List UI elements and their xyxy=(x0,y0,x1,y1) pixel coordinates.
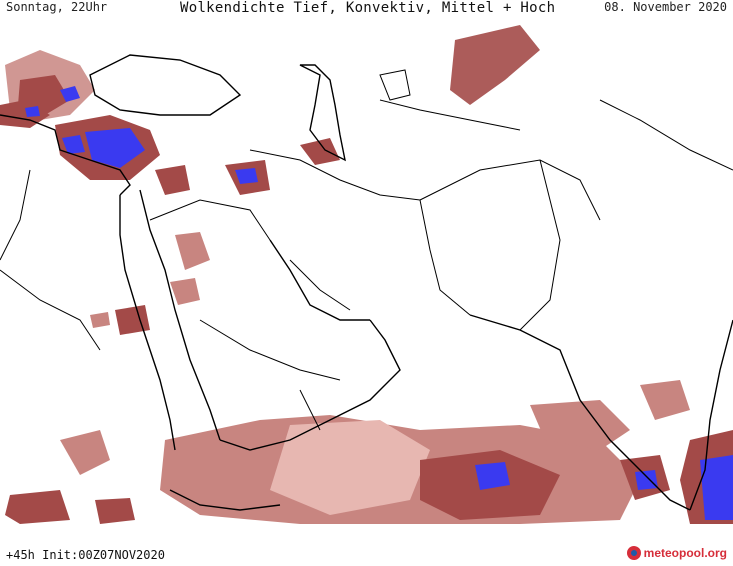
cloud-layer xyxy=(0,25,733,524)
logo-text: meteopool.org xyxy=(643,546,727,560)
logo-icon xyxy=(626,546,641,560)
meteopool-logo[interactable]: meteopool.org xyxy=(626,546,727,560)
weather-map xyxy=(0,20,733,524)
header-bar: Sonntag, 22Uhr Wolkendichte Tief, Konvek… xyxy=(0,0,733,20)
forecast-info-label: +45h Init:00Z07NOV2020 xyxy=(6,548,165,562)
date-label: 08. November 2020 xyxy=(604,0,727,14)
footer-bar: +45h Init:00Z07NOV2020 meteopool.org xyxy=(0,540,733,566)
borders-layer xyxy=(0,54,733,511)
valid-time-label: Sonntag, 22Uhr xyxy=(6,0,108,14)
map-title: Wolkendichte Tief, Konvektiv, Mittel + H… xyxy=(180,0,556,16)
